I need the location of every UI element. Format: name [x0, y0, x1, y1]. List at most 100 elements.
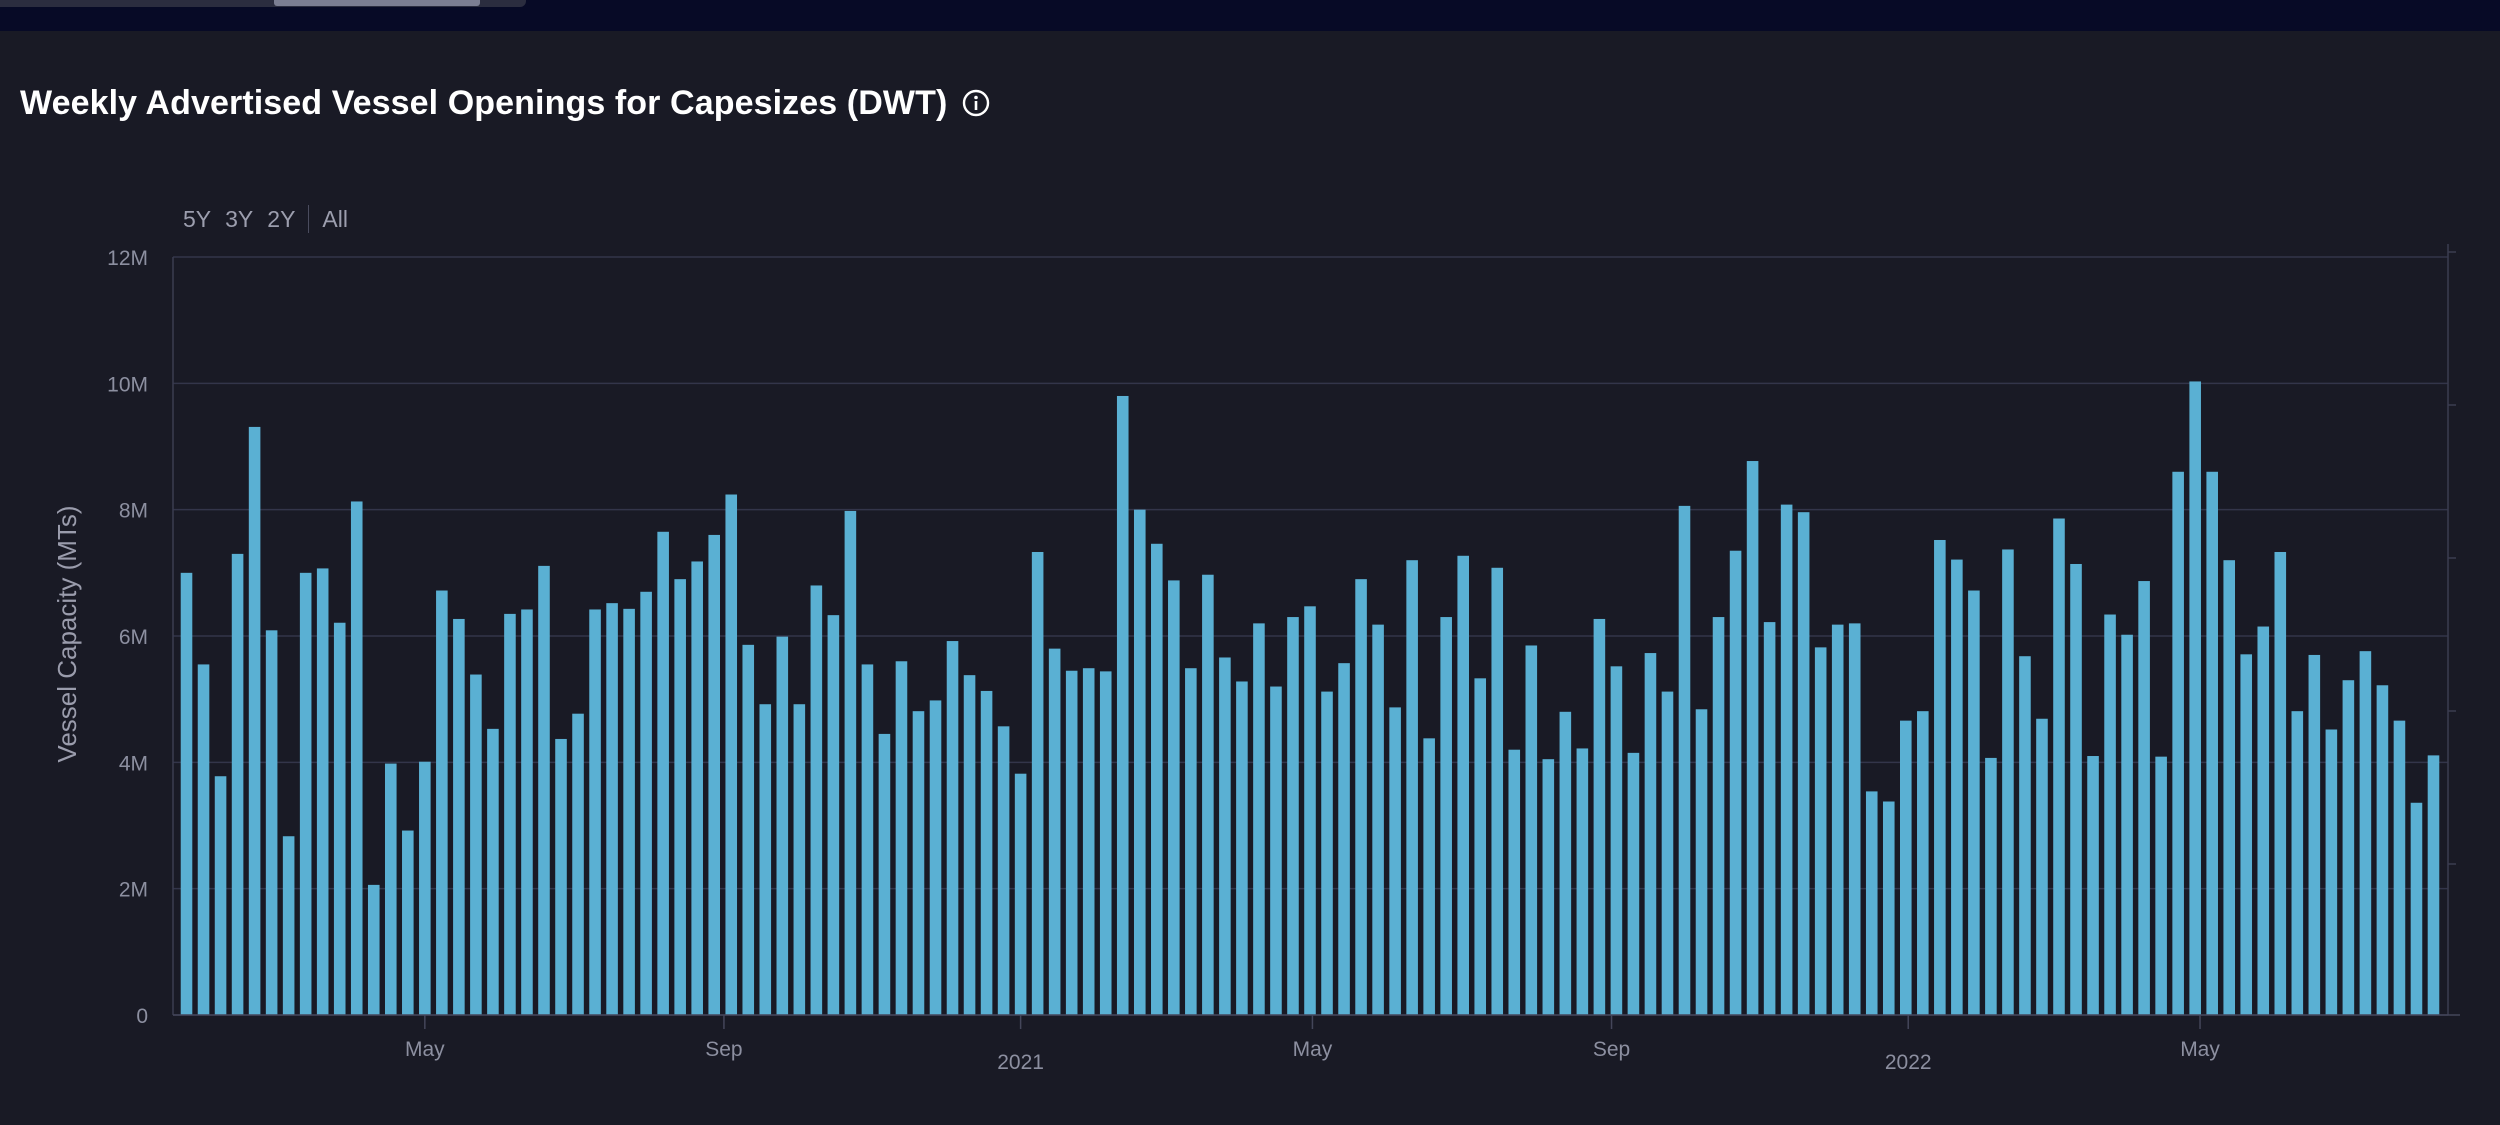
bar[interactable] [1917, 711, 1929, 1015]
bar[interactable] [1355, 579, 1367, 1015]
bar[interactable] [844, 510, 857, 1015]
bar[interactable] [708, 534, 720, 1015]
top-scroll-track[interactable] [0, 0, 526, 7]
bar[interactable] [997, 726, 1010, 1015]
bar[interactable] [2359, 651, 2372, 1015]
bar[interactable] [1934, 539, 1946, 1015]
bar[interactable] [742, 644, 755, 1015]
bar[interactable] [1627, 752, 1640, 1015]
bar[interactable] [2121, 634, 2133, 1015]
bar[interactable] [1219, 657, 1231, 1015]
bar[interactable] [2240, 654, 2253, 1015]
bar[interactable] [1321, 691, 1333, 1015]
bar[interactable] [776, 636, 789, 1015]
bar[interactable] [1712, 617, 1725, 1015]
bar[interactable] [2155, 756, 2167, 1015]
bar[interactable] [1287, 617, 1299, 1015]
bar[interactable] [231, 553, 244, 1015]
bar[interactable] [316, 568, 329, 1015]
bar[interactable] [1065, 670, 1078, 1015]
bar[interactable] [1695, 709, 1708, 1015]
range-button-2y[interactable]: 2Y [267, 205, 296, 232]
bar[interactable] [265, 630, 278, 1015]
bar[interactable] [1814, 647, 1827, 1015]
bar[interactable] [538, 565, 550, 1015]
bar[interactable] [2410, 802, 2423, 1015]
bar[interactable] [1168, 580, 1180, 1015]
bar[interactable] [1900, 720, 1912, 1015]
bar[interactable] [1202, 574, 1214, 1015]
bar[interactable] [1491, 567, 1504, 1015]
bar[interactable] [827, 615, 840, 1015]
bar[interactable] [1048, 648, 1061, 1015]
bar[interactable] [1644, 653, 1657, 1015]
bar[interactable] [640, 591, 652, 1015]
bar[interactable] [504, 613, 516, 1015]
range-button-3y[interactable]: 3Y [225, 205, 254, 232]
bar[interactable] [299, 572, 312, 1015]
bar[interactable] [2393, 720, 2406, 1015]
bar[interactable] [2002, 549, 2014, 1015]
bar[interactable] [1031, 551, 1044, 1015]
bar[interactable] [623, 608, 635, 1015]
range-button-5y[interactable]: 5Y [183, 205, 212, 232]
bar[interactable] [1338, 663, 1350, 1015]
bar[interactable] [691, 561, 703, 1015]
bar[interactable] [555, 738, 567, 1015]
bar[interactable] [453, 618, 465, 1015]
bar[interactable] [674, 579, 686, 1015]
bar[interactable] [1985, 757, 1997, 1015]
bar[interactable] [1848, 623, 1861, 1015]
bar[interactable] [2427, 755, 2440, 1015]
bar[interactable] [1746, 461, 1759, 1015]
bar[interactable] [1423, 738, 1435, 1015]
bar[interactable] [2291, 711, 2304, 1015]
bar[interactable] [657, 531, 669, 1015]
bar[interactable] [1508, 749, 1521, 1015]
bar[interactable] [895, 661, 908, 1015]
bar[interactable] [912, 711, 925, 1015]
bar[interactable] [248, 426, 261, 1015]
bar[interactable] [1763, 622, 1776, 1015]
bar[interactable] [793, 704, 806, 1015]
bar[interactable] [980, 690, 993, 1015]
bar[interactable] [384, 763, 397, 1015]
bar[interactable] [2376, 685, 2389, 1015]
bar[interactable] [929, 700, 942, 1015]
bar[interactable] [1525, 645, 1538, 1015]
bar[interactable] [2053, 518, 2065, 1015]
bar[interactable] [2138, 581, 2150, 1015]
bar[interactable] [1729, 550, 1742, 1015]
bar[interactable] [521, 609, 533, 1015]
bar[interactable] [1372, 624, 1384, 1015]
bar[interactable] [1576, 748, 1589, 1015]
bar[interactable] [946, 641, 959, 1015]
bar[interactable] [487, 728, 499, 1015]
bar[interactable] [1185, 668, 1197, 1015]
bar[interactable] [1270, 686, 1282, 1015]
bar[interactable] [810, 585, 823, 1015]
info-icon[interactable] [961, 88, 991, 118]
bar[interactable] [1610, 666, 1623, 1015]
bar[interactable] [350, 501, 363, 1016]
bar[interactable] [2087, 756, 2099, 1015]
bar[interactable] [1151, 543, 1163, 1015]
bar[interactable] [1882, 801, 1895, 1016]
bar[interactable] [2257, 626, 2270, 1015]
bar[interactable] [470, 674, 482, 1015]
bar[interactable] [2104, 614, 2116, 1015]
bar[interactable] [1968, 590, 1980, 1015]
bar[interactable] [1253, 623, 1265, 1015]
bar[interactable] [1099, 671, 1112, 1015]
bar[interactable] [333, 622, 346, 1015]
bar[interactable] [2274, 551, 2287, 1015]
bar[interactable] [1797, 512, 1810, 1015]
bar[interactable] [367, 884, 380, 1015]
bar[interactable] [1082, 668, 1095, 1015]
bar[interactable] [2325, 729, 2338, 1015]
bar[interactable] [402, 830, 414, 1015]
bar[interactable] [1304, 606, 1316, 1015]
bar[interactable] [861, 664, 874, 1015]
bar[interactable] [1457, 555, 1469, 1015]
bar[interactable] [1116, 395, 1129, 1016]
